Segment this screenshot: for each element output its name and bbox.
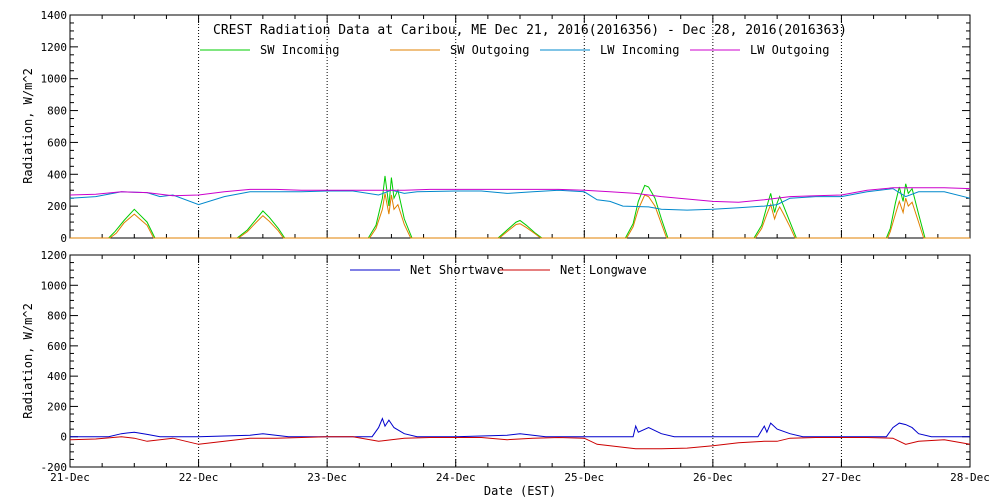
bottom-legend: Net Shortwave Net Longwave <box>350 263 647 277</box>
legend-label-net-shortwave: Net Shortwave <box>410 263 504 277</box>
x-tick-label: 27-Dec <box>822 471 862 484</box>
series-line-lw-outgoing <box>69 187 971 203</box>
x-tick-label: 23-Dec <box>307 471 347 484</box>
y-tick-label: 1000 <box>41 279 68 292</box>
series-line-lw-incoming <box>69 188 971 211</box>
bottom-series-lines <box>69 417 971 450</box>
y-tick-label: 1000 <box>41 73 68 86</box>
y-tick-label: 600 <box>47 340 67 353</box>
legend-label-net-longwave: Net Longwave <box>560 263 647 277</box>
y-tick-label: 0 <box>60 431 67 444</box>
legend-label-lw-outgoing: LW Outgoing <box>750 43 829 57</box>
bottom-plot-frame <box>69 254 971 468</box>
y-tick-label: 200 <box>47 200 67 213</box>
x-axis-ticks: 21-Dec 22-Dec 23-Dec 24-Dec 25-Dec 26-Dec 27-D… <box>50 255 990 484</box>
y-tick-label: 200 <box>47 400 67 413</box>
series-line-net-shortwave <box>70 417 970 438</box>
x-axis-label: Date (EST) <box>484 484 556 498</box>
top-series-lines <box>69 175 971 239</box>
series-line-net-longwave <box>69 436 971 450</box>
top-y-axis-ticks: 0 200 400 600 800 1000 1200 1400 <box>41 9 970 245</box>
series-line-sw-outgoing <box>70 193 970 239</box>
y-tick-label: 800 <box>47 105 67 118</box>
x-tick-label: 28-Dec <box>950 471 990 484</box>
top-panel: 0 200 400 600 800 1000 1200 1400 CREST Radiatio… <box>21 9 971 245</box>
legend-label-lw-incoming: LW Incoming <box>600 43 679 57</box>
series-line-sw-incoming <box>70 175 970 239</box>
x-tick-label: 25-Dec <box>564 471 604 484</box>
bottom-panel: -200 0 200 400 600 800 1000 1200 Radiation, W/m… <box>21 249 990 498</box>
legend-label-sw-incoming: SW Incoming <box>260 43 339 57</box>
bottom-gridlines <box>198 255 842 467</box>
y-tick-label: 400 <box>47 370 67 383</box>
top-gridlines <box>69 15 971 238</box>
x-tick-label: 21-Dec <box>50 471 90 484</box>
y-tick-label: 0 <box>60 232 67 245</box>
x-tick-label: 24-Dec <box>436 471 476 484</box>
x-tick-label: 26-Dec <box>693 471 733 484</box>
y-tick-label: -200 <box>41 461 68 474</box>
y-tick-label: 1200 <box>41 41 68 54</box>
top-y-axis-label: Radiation, W/m^2 <box>21 68 35 184</box>
bottom-y-axis-label: Radiation, W/m^2 <box>21 303 35 419</box>
y-tick-label: 800 <box>47 310 67 323</box>
y-tick-label: 600 <box>47 136 67 149</box>
x-tick-label: 22-Dec <box>179 471 219 484</box>
y-tick-label: 1400 <box>41 9 68 22</box>
y-tick-label: 1200 <box>41 249 68 262</box>
legend-label-sw-outgoing: SW Outgoing <box>450 43 529 57</box>
y-tick-label: 400 <box>47 168 67 181</box>
top-legend: SW Incoming SW Outgoing LW Incoming LW Outg… <box>200 43 829 57</box>
chart-title: CREST Radiation Data at Caribou, ME Dec … <box>213 23 847 38</box>
